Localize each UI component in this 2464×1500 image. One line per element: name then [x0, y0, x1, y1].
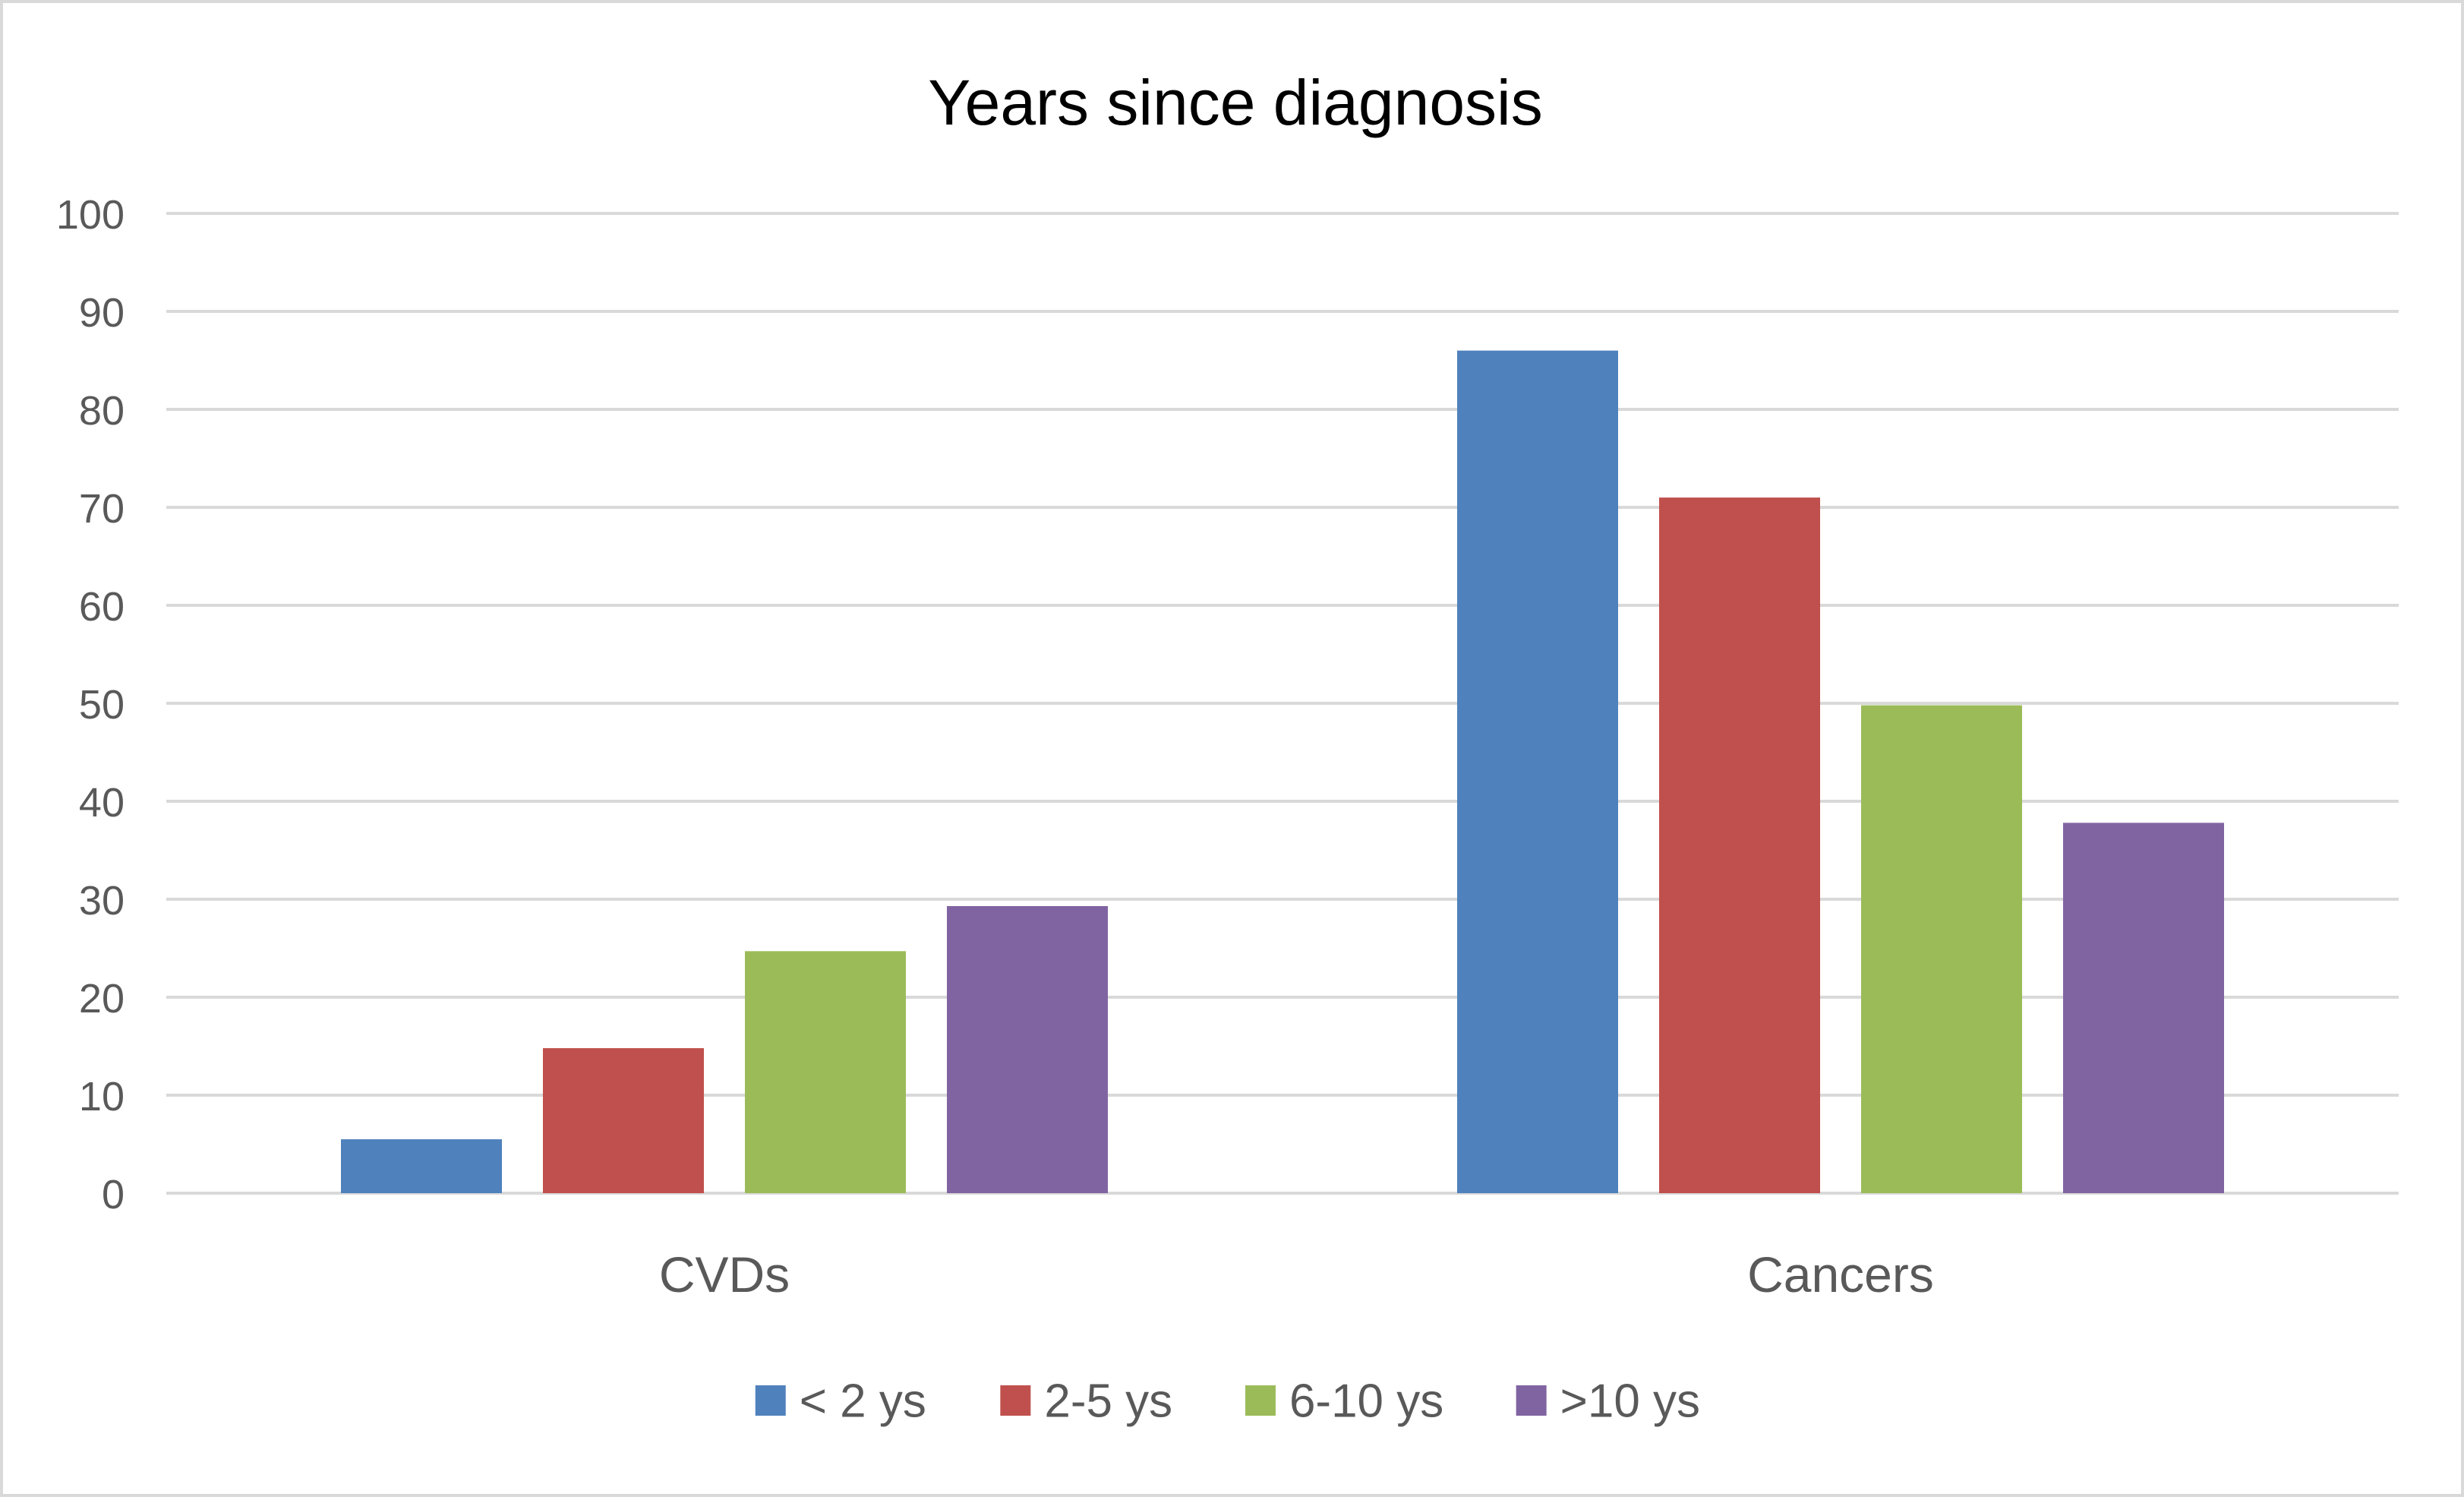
- bar-chart: Years since diagnosis 0 10 20 30 40 50 60 70 80 90…: [56, 67, 2399, 1428]
- chart-title: Years since diagnosis: [928, 67, 1542, 138]
- y-tick-label: 100: [56, 192, 125, 238]
- y-tick-label: 10: [79, 1074, 125, 1119]
- y-tick-label: 20: [79, 976, 125, 1022]
- legend-label: >10 ys: [1560, 1375, 1700, 1428]
- bar: [341, 1139, 502, 1193]
- legend-swatch: [1245, 1385, 1276, 1416]
- y-tick-label: 60: [79, 584, 125, 630]
- y-tick-label: 80: [79, 388, 125, 434]
- bar: [1861, 705, 2022, 1193]
- bar: [947, 906, 1108, 1193]
- legend-label: 6-10 ys: [1289, 1375, 1443, 1428]
- legend-swatch: [1516, 1385, 1547, 1416]
- bar: [2063, 823, 2224, 1193]
- y-tick-label: 50: [79, 682, 125, 728]
- legend-swatch: [1000, 1385, 1031, 1416]
- y-tick-label: 90: [79, 290, 125, 336]
- legend-label: < 2 ys: [800, 1375, 926, 1428]
- y-tick-label: 40: [79, 780, 125, 826]
- bar: [745, 951, 906, 1193]
- bar: [1659, 497, 1820, 1193]
- y-tick-label: 70: [79, 486, 125, 532]
- bar: [543, 1048, 704, 1193]
- y-tick-label: 0: [102, 1172, 125, 1217]
- y-tick-label: 30: [79, 878, 125, 924]
- legend-label: 2-5 ys: [1044, 1375, 1172, 1428]
- x-category-label: CVDs: [659, 1246, 790, 1303]
- legend-swatch: [755, 1385, 786, 1416]
- x-category-label: Cancers: [1747, 1246, 1934, 1303]
- bar: [1457, 350, 1618, 1194]
